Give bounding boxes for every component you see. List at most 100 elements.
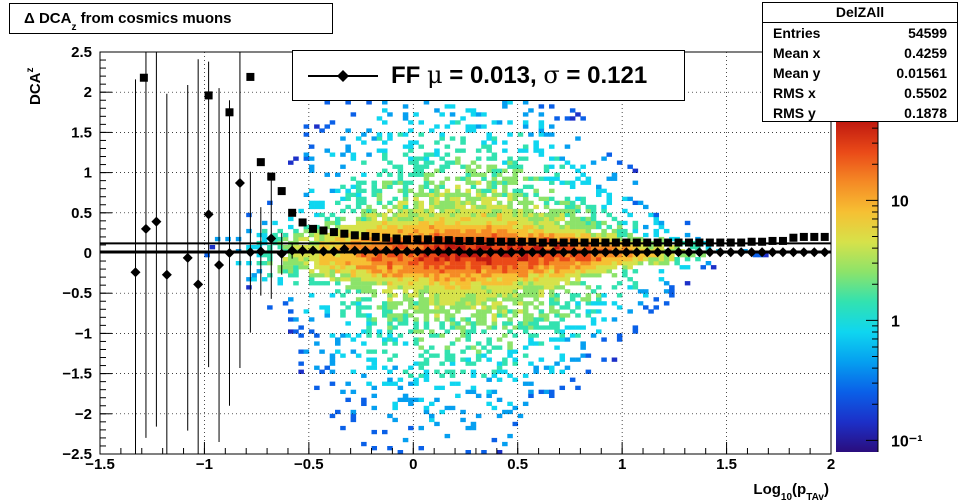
- heatmap-cell: [507, 349, 513, 354]
- heatmap-cell: [282, 236, 289, 242]
- sigma-point: [747, 237, 756, 246]
- heatmap-cell: [413, 309, 419, 314]
- heatmap-cell: [470, 281, 477, 286]
- heatmap-cell: [475, 277, 482, 282]
- heatmap-cell: [402, 293, 409, 298]
- heatmap-cell: [643, 232, 649, 238]
- heatmap-cell: [564, 220, 571, 226]
- heatmap-cell: [340, 309, 346, 314]
- heatmap-cell: [575, 261, 581, 266]
- heatmap-cell: [507, 341, 513, 346]
- heatmap-cell: [580, 216, 586, 222]
- heatmap-cell: [246, 277, 252, 282]
- heatmap-cell: [397, 317, 404, 322]
- heatmap-cell: [549, 232, 555, 238]
- heatmap-cell: [361, 188, 367, 194]
- heatmap-cell: [507, 345, 513, 350]
- heatmap-cell: [496, 120, 503, 125]
- sigma-point: [413, 235, 422, 244]
- heatmap-cell: [643, 305, 649, 310]
- heatmap-cell: [475, 196, 482, 202]
- heatmap-cell: [611, 257, 618, 262]
- heatmap-cell: [512, 208, 519, 214]
- heatmap-cell: [486, 273, 492, 278]
- heatmap-cell: [402, 184, 409, 190]
- heatmap-cell: [559, 212, 566, 218]
- mean-point: [516, 247, 527, 258]
- heatmap-cell: [486, 297, 492, 302]
- heatmap-cell: [429, 309, 435, 314]
- heatmap-cell: [308, 232, 315, 238]
- heatmap-cell: [585, 208, 592, 214]
- heatmap-cell: [465, 245, 472, 250]
- heatmap-cell: [543, 200, 550, 206]
- heatmap-cell: [439, 204, 445, 210]
- heatmap-cell: [564, 325, 571, 330]
- sigma-point: [810, 232, 819, 241]
- heatmap-cell: [413, 172, 419, 177]
- heatmap-cell: [507, 176, 513, 181]
- heatmap-cell: [627, 212, 633, 218]
- heatmap-cell: [439, 281, 445, 286]
- heatmap-cell: [429, 301, 435, 306]
- heatmap-cell: [522, 401, 529, 407]
- heatmap-cell: [559, 317, 566, 322]
- heatmap-cell: [569, 116, 576, 121]
- heatmap-cell: [528, 289, 534, 294]
- heatmap-cell: [397, 265, 404, 270]
- heatmap-cell: [423, 245, 430, 250]
- heatmap-cell: [288, 261, 294, 266]
- heatmap-cell: [658, 269, 665, 274]
- heatmap-cell: [585, 297, 592, 302]
- heatmap-cell: [429, 277, 435, 282]
- heatmap-cell: [543, 228, 550, 234]
- heatmap-cell: [293, 281, 299, 286]
- heatmap-cell: [423, 309, 430, 314]
- heatmap-cell: [554, 297, 560, 302]
- heatmap-cell: [408, 224, 414, 230]
- heatmap-cell: [533, 273, 539, 278]
- heatmap-cell: [517, 148, 524, 153]
- heatmap-cell: [324, 313, 331, 318]
- heatmap-cell: [465, 220, 472, 226]
- heatmap-cell: [465, 176, 472, 181]
- heatmap-cell: [361, 373, 367, 378]
- heatmap-cell: [376, 116, 383, 121]
- heatmap-cell: [585, 228, 592, 234]
- heatmap-cell: [397, 277, 404, 282]
- heatmap-cell: [507, 401, 513, 407]
- heatmap-cell: [491, 136, 498, 141]
- mean-point: [203, 209, 214, 220]
- heatmap-cell: [549, 156, 555, 161]
- heatmap-cell: [522, 224, 529, 230]
- heatmap-cell: [434, 397, 440, 403]
- heatmap-cell: [387, 273, 393, 278]
- heatmap-cell: [434, 421, 440, 427]
- heatmap-cell: [522, 212, 529, 218]
- heatmap-cell: [481, 450, 487, 454]
- heatmap-cell: [418, 277, 425, 282]
- heatmap-cell: [366, 289, 372, 294]
- heatmap-cell: [460, 261, 466, 266]
- heatmap-cell: [392, 353, 398, 358]
- heatmap-cell: [350, 277, 357, 282]
- heatmap-cell: [303, 265, 310, 270]
- heatmap-cell: [580, 273, 586, 278]
- heatmap-cell: [288, 160, 294, 165]
- heatmap-cell: [387, 329, 393, 334]
- heatmap-cell: [533, 369, 539, 374]
- heatmap-cell: [434, 293, 440, 298]
- heatmap-cell: [538, 317, 545, 322]
- heatmap-cell: [418, 200, 425, 206]
- heatmap-cell: [387, 289, 393, 294]
- heatmap-cell: [549, 208, 555, 214]
- heatmap-cell: [434, 353, 440, 358]
- heatmap-cell: [439, 261, 445, 266]
- heatmap-cell: [481, 313, 487, 318]
- heatmap-cell: [575, 176, 581, 181]
- heatmap-cell: [611, 357, 618, 362]
- heatmap-cell: [382, 148, 388, 153]
- heatmap-cell: [580, 164, 586, 169]
- heatmap-cell: [387, 357, 393, 362]
- stats-row-rms-y: RMS y 0.1878: [773, 105, 947, 121]
